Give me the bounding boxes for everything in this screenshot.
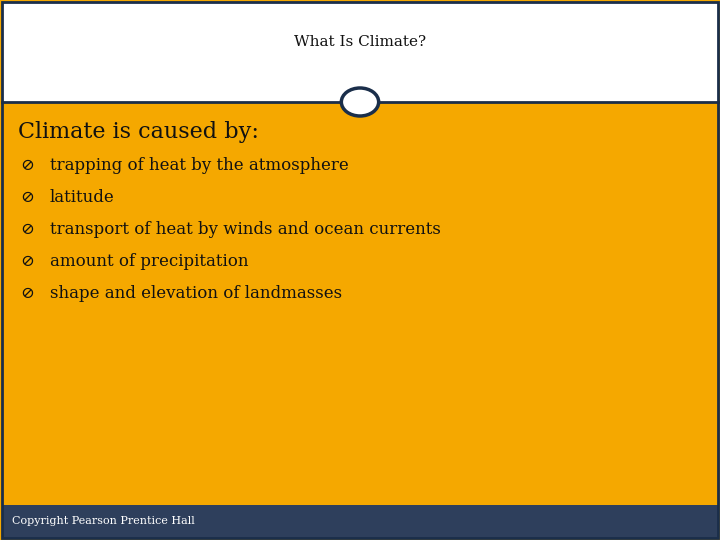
Text: trapping of heat by the atmosphere: trapping of heat by the atmosphere <box>50 158 348 174</box>
Ellipse shape <box>341 88 379 116</box>
FancyBboxPatch shape <box>2 2 718 102</box>
Text: ⊘: ⊘ <box>20 221 34 239</box>
Text: ⊘: ⊘ <box>20 190 34 206</box>
Text: ⊘: ⊘ <box>20 158 34 174</box>
Text: shape and elevation of landmasses: shape and elevation of landmasses <box>50 286 342 302</box>
Text: transport of heat by winds and ocean currents: transport of heat by winds and ocean cur… <box>50 221 441 239</box>
FancyBboxPatch shape <box>2 505 718 538</box>
Text: amount of precipitation: amount of precipitation <box>50 253 248 271</box>
Text: ⊘: ⊘ <box>20 286 34 302</box>
Text: Climate is caused by:: Climate is caused by: <box>18 121 259 143</box>
Text: latitude: latitude <box>50 190 114 206</box>
Text: ⊘: ⊘ <box>20 253 34 271</box>
Text: What Is Climate?: What Is Climate? <box>294 35 426 49</box>
Text: Copyright Pearson Prentice Hall: Copyright Pearson Prentice Hall <box>12 516 194 526</box>
